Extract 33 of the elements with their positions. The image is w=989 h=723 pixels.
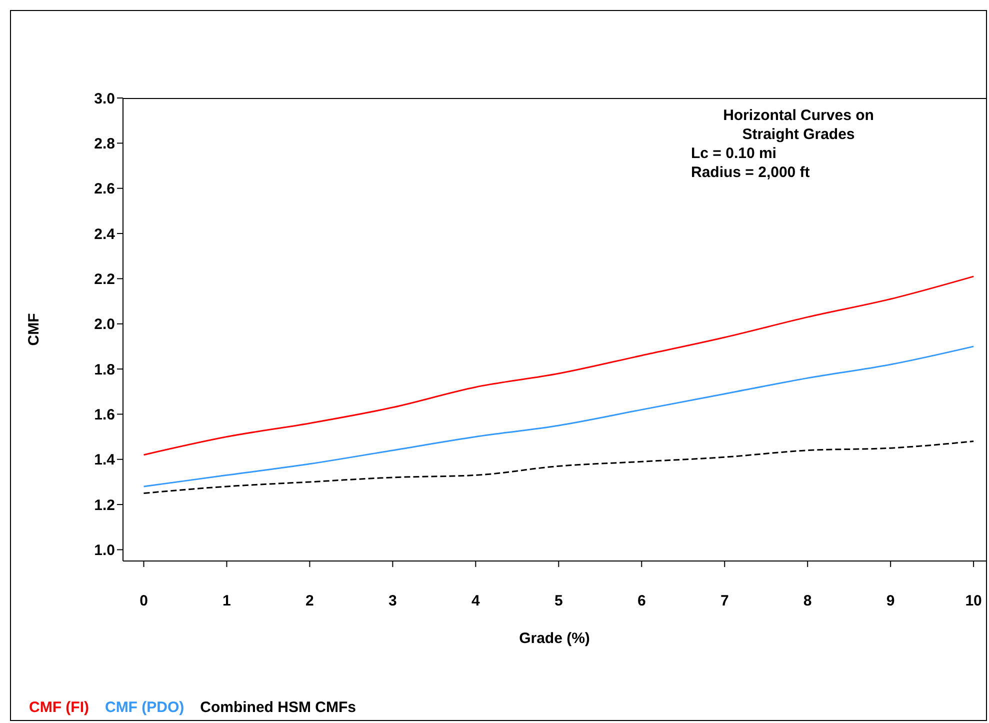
x-tick-label: 10 xyxy=(965,592,982,610)
line-series xyxy=(142,346,974,488)
y-tick-label: 1.2 xyxy=(94,496,115,514)
y-tick-label: 1.6 xyxy=(94,406,115,424)
y-tick-label: 3.0 xyxy=(94,90,115,108)
text: CMF (PDO) xyxy=(104,699,184,716)
y-tick-label: 2.0 xyxy=(94,316,115,334)
x-tick-label: 9 xyxy=(886,592,895,610)
text: Combined HSM CMFs xyxy=(200,699,356,716)
y-tick-label: 2.4 xyxy=(94,226,116,243)
x-tick-label: 0 xyxy=(140,592,148,610)
annotation: Lc = 0.10 mi xyxy=(691,144,778,163)
x-tick-label: 1 xyxy=(222,592,231,610)
y-tick-label: 1.0 xyxy=(94,542,115,560)
x-tick-label: 3 xyxy=(388,592,397,610)
line-series xyxy=(142,440,974,494)
x-tick-label: 5 xyxy=(554,592,563,610)
y-tick-label: 1.8 xyxy=(94,361,115,378)
y-tick-label: 2.8 xyxy=(94,135,115,152)
x-tick-label: 6 xyxy=(637,592,646,610)
text: CMF (FI) xyxy=(29,699,89,716)
x-tick-label: 2 xyxy=(306,592,314,610)
x-tick-label: 8 xyxy=(803,592,812,610)
annotation: Radius = 2,000 ft xyxy=(691,163,811,182)
y-tick-label: 1.4 xyxy=(94,452,116,469)
y-tick-label: 2.6 xyxy=(94,180,115,198)
annotation: Horizontal Curves on Straight Grades xyxy=(722,106,875,144)
y-axis-title: CMF xyxy=(25,313,42,346)
x-tick-label: 7 xyxy=(720,592,729,610)
line-series xyxy=(142,276,974,456)
x-axis-title: Grade (%) xyxy=(519,630,590,647)
y-tick-label: 2.2 xyxy=(94,271,115,288)
x-tick-label: 4 xyxy=(471,592,480,610)
